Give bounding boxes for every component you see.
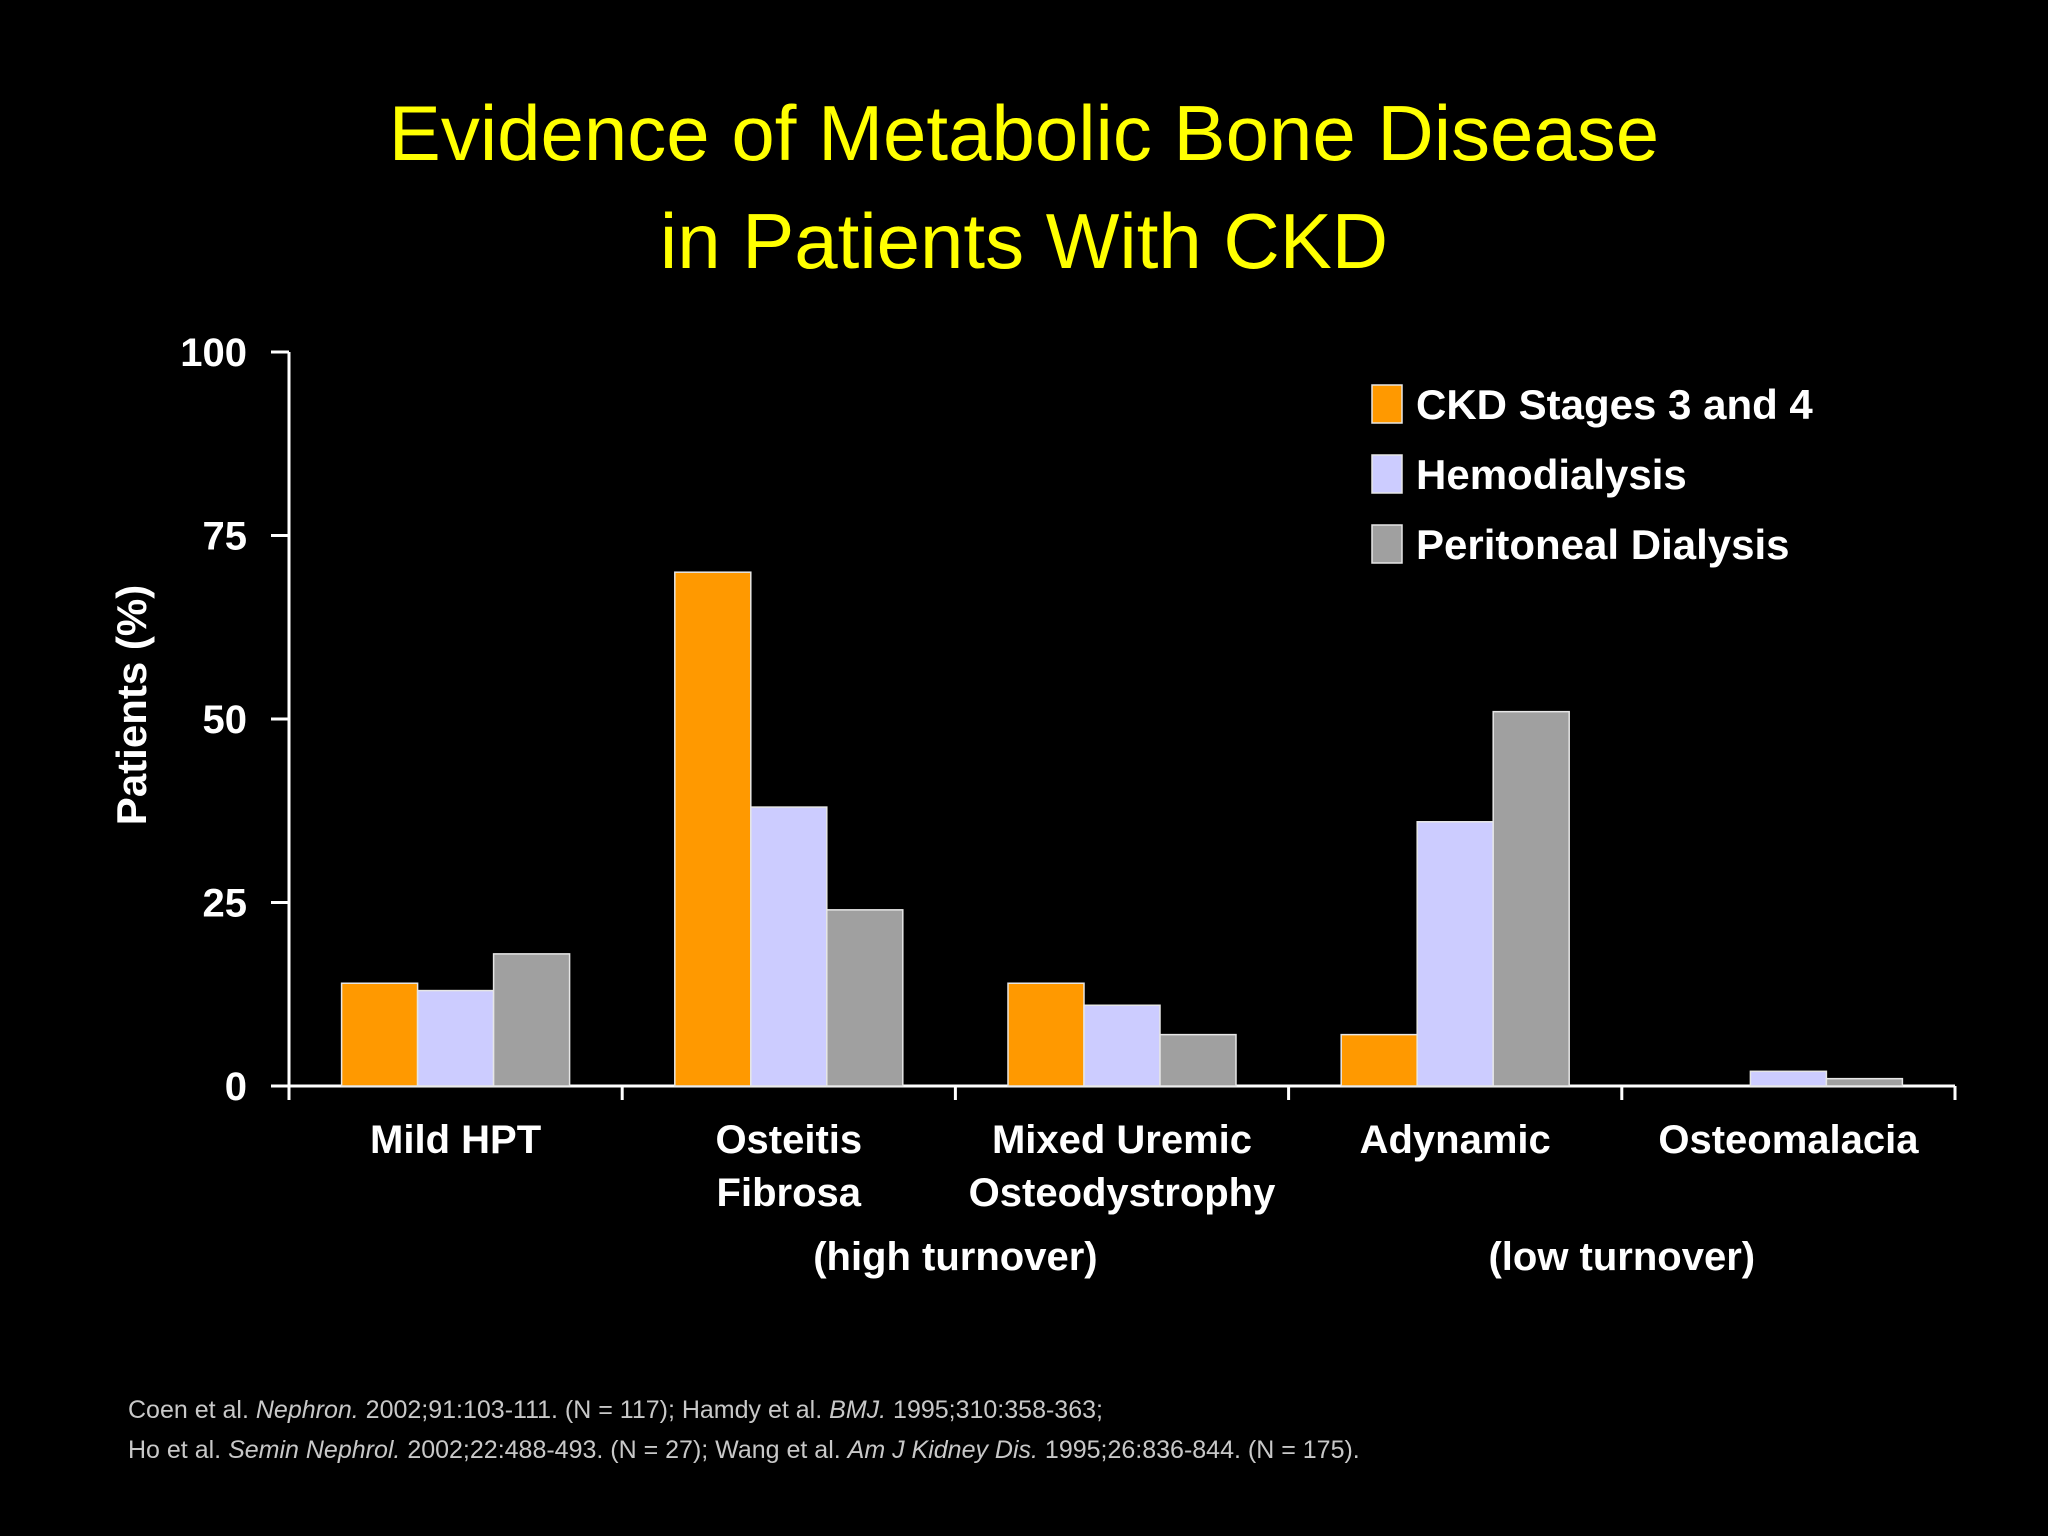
group-annotation: (low turnover) xyxy=(1488,1235,1755,1279)
citation-text: BMJ. xyxy=(829,1396,887,1424)
bar-ckd-stages-3-and-4-1 xyxy=(674,571,752,1087)
group-annotation: (high turnover) xyxy=(813,1235,1097,1279)
y-tick-label: 100 xyxy=(180,331,247,375)
citation-line-2: Ho et al. Semin Nephrol. 2002;22:488-493… xyxy=(128,1436,1360,1465)
bar-peritoneal-dialysis-0 xyxy=(492,953,571,1087)
slide-title-line-1: Evidence of Metabolic Bone Disease xyxy=(388,89,1660,177)
y-tick-label: 75 xyxy=(203,515,248,559)
x-category-label: Mixed Uremic xyxy=(992,1118,1252,1162)
bar-peritoneal-dialysis-1 xyxy=(826,909,904,1087)
y-tick-label: 25 xyxy=(203,882,248,926)
citation-text: 2002;91:103-111. (N = 117); Hamdy et al. xyxy=(358,1396,830,1424)
citation-text: 1995;26:836-844. (N = 175). xyxy=(1037,1436,1360,1464)
x-category-label: Fibrosa xyxy=(717,1171,862,1215)
x-category-label: Mild HPT xyxy=(370,1118,541,1162)
citation-text: 2002;22:488-493. (N = 27); Wang et al. xyxy=(400,1436,848,1464)
citation-line-1: Coen et al. Nephron. 2002;91:103-111. (N… xyxy=(128,1396,1103,1425)
bar-hemodialysis-1 xyxy=(750,806,828,1087)
y-tick-label: 50 xyxy=(203,698,248,742)
x-category-label: Osteodystrophy xyxy=(969,1171,1276,1215)
bar-ckd-stages-3-and-4-3 xyxy=(1340,1033,1418,1087)
bar-hemodialysis-3 xyxy=(1416,821,1494,1087)
x-category-label: Adynamic xyxy=(1360,1118,1551,1162)
citation-text: Am J Kidney Dis. xyxy=(847,1436,1038,1464)
bar-ckd-stages-3-and-4-0 xyxy=(340,982,419,1087)
bar-hemodialysis-0 xyxy=(416,989,495,1087)
y-axis-title: Patients (%) xyxy=(108,585,155,825)
bar-hemodialysis-4 xyxy=(1749,1070,1828,1087)
y-tick-label: 0 xyxy=(225,1065,247,1109)
bar-hemodialysis-2 xyxy=(1083,1004,1161,1087)
legend-label: Peritoneal Dialysis xyxy=(1416,521,1790,568)
citation-text: 1995;310:358-363; xyxy=(886,1396,1103,1424)
legend-swatch xyxy=(1371,524,1403,564)
x-category-label: Osteitis xyxy=(715,1118,862,1162)
legend-swatch xyxy=(1371,384,1403,424)
citation-text: Ho et al. xyxy=(128,1436,229,1464)
slide-title-line-2: in Patients With CKD xyxy=(659,197,1389,285)
legend-label: Hemodialysis xyxy=(1416,451,1687,498)
bar-peritoneal-dialysis-3 xyxy=(1492,710,1570,1087)
bar-ckd-stages-3-and-4-2 xyxy=(1007,982,1085,1087)
citation-text: Coen et al. xyxy=(128,1396,256,1424)
legend-label: CKD Stages 3 and 4 xyxy=(1416,381,1813,428)
citation-text: Nephron. xyxy=(255,1396,359,1424)
bar-peritoneal-dialysis-2 xyxy=(1159,1033,1237,1087)
legend-swatch xyxy=(1371,454,1403,494)
bar-peritoneal-dialysis-4 xyxy=(1825,1077,1904,1087)
citation-text: Semin Nephrol. xyxy=(228,1436,401,1464)
x-category-label: Osteomalacia xyxy=(1658,1118,1919,1162)
